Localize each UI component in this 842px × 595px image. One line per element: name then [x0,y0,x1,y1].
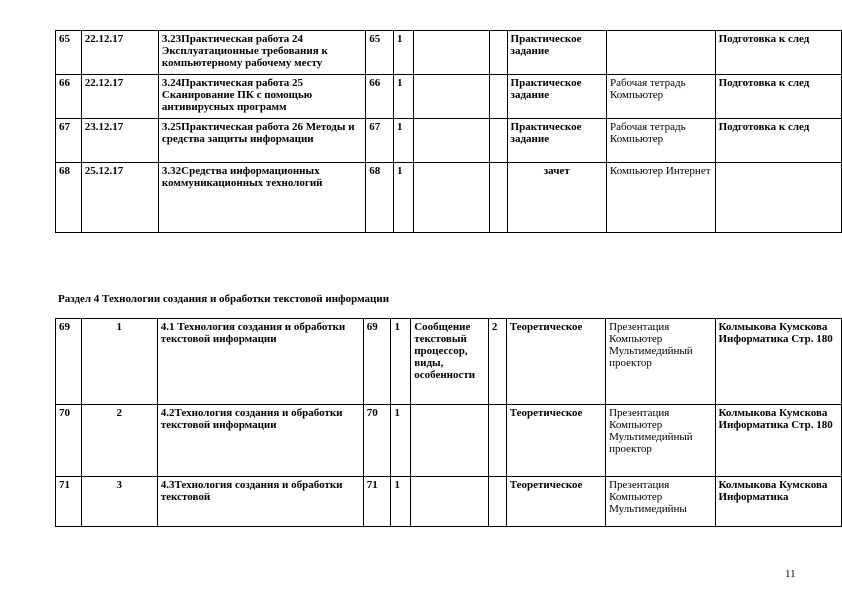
schedule-table-1: 6522.12.173.23Практическая работа 24 Экс… [55,30,842,233]
hours-cell: 1 [391,477,411,527]
row-number: 65 [56,31,82,75]
date-cell: 25.12.17 [81,163,158,233]
note2-cell [489,119,507,163]
table-row: 6914.1 Технология создания и обработки т… [56,319,842,405]
hours-cell: 1 [393,31,413,75]
resources-cell: Презентация Компьютер Мультимедийный про… [606,319,715,405]
note-cell [413,75,489,119]
schedule-table-2: 6914.1 Технология создания и обработки т… [55,318,842,527]
row-number: 67 [56,119,82,163]
date-cell: 2 [81,405,157,477]
row-number-2: 67 [366,119,394,163]
note2-cell [488,477,506,527]
row-number-2: 65 [366,31,394,75]
table-row: 7024.2Технология создания и обработки те… [56,405,842,477]
section-4-title: Раздел 4 Технологии создания и обработки… [58,293,389,305]
lesson-type-cell: Практическое задание [507,119,606,163]
preparation-cell: Подготовка к след [715,75,841,119]
topic-cell: 3.23Практическая работа 24 Эксплуатацион… [158,31,365,75]
lesson-type-cell: Практическое задание [507,75,606,119]
preparation-cell: Колмыкова Кумскова Информатика Стр. 180 [715,405,842,477]
topic-cell: 3.32Средства информационных коммуникацио… [158,163,365,233]
date-cell: 23.12.17 [81,119,158,163]
row-number: 70 [56,405,82,477]
row-number-2: 71 [363,477,391,527]
hours-cell: 1 [393,75,413,119]
hours-cell: 1 [393,119,413,163]
lesson-type-cell: Теоретическое [506,319,605,405]
resources-cell: Рабочая тетрадь Компьютер [606,75,715,119]
lesson-type-cell: Практическое задание [507,31,606,75]
resources-cell: Презентация Компьютер Мультимедийный про… [606,405,715,477]
table-row: 6723.12.173.25Практическая работа 26 Мет… [56,119,842,163]
preparation-cell: Колмыкова Кумскова Информатика Стр. 180 [715,319,842,405]
date-cell: 3 [81,477,157,527]
hours-cell: 1 [391,319,411,405]
row-number: 71 [56,477,82,527]
table-row: 7134.3Технология создания и обработки те… [56,477,842,527]
topic-cell: 4.1 Технология создания и обработки текс… [157,319,363,405]
note2-cell [489,31,507,75]
resources-cell: Презентация Компьютер Мультимедийны [606,477,715,527]
table-row: 6622.12.173.24Практическая работа 25 Ска… [56,75,842,119]
row-number-2: 66 [366,75,394,119]
resources-cell [606,31,715,75]
note2-cell [489,163,507,233]
row-number-2: 70 [363,405,391,477]
page-number: 11 [785,568,796,580]
row-number-2: 68 [366,163,394,233]
topic-cell: 3.24Практическая работа 25 Сканирование … [158,75,365,119]
lesson-type-cell: Теоретическое [506,405,605,477]
preparation-cell [715,163,841,233]
topic-cell: 4.3Технология создания и обработки текст… [157,477,363,527]
document-page: { "table1": { "left": 55, "top": 30, "ro… [0,0,842,595]
note2-cell [489,75,507,119]
date-cell: 22.12.17 [81,31,158,75]
date-cell: 1 [81,319,157,405]
note-cell [413,119,489,163]
table-row: 6825.12.173.32Средства информационных ко… [56,163,842,233]
topic-cell: 4.2Технология создания и обработки текст… [157,405,363,477]
note-cell [413,31,489,75]
lesson-type-cell: зачет [507,163,606,233]
note-cell [413,163,489,233]
row-number: 66 [56,75,82,119]
note-cell [411,477,489,527]
hours-cell: 1 [393,163,413,233]
resources-cell: Рабочая тетрадь Компьютер [606,119,715,163]
note-cell: Сообщение текстовый процессор, виды, осо… [411,319,489,405]
lesson-type-cell: Теоретическое [506,477,605,527]
row-number: 69 [56,319,82,405]
topic-cell: 3.25Практическая работа 26 Методы и сред… [158,119,365,163]
note2-cell [488,405,506,477]
row-number: 68 [56,163,82,233]
preparation-cell: Подготовка к след [715,31,841,75]
preparation-cell: Колмыкова Кумскова Информатика [715,477,842,527]
note-cell [411,405,489,477]
note2-cell: 2 [488,319,506,405]
table-row: 6522.12.173.23Практическая работа 24 Экс… [56,31,842,75]
hours-cell: 1 [391,405,411,477]
date-cell: 22.12.17 [81,75,158,119]
preparation-cell: Подготовка к след [715,119,841,163]
resources-cell: Компьютер Интернет [606,163,715,233]
row-number-2: 69 [363,319,391,405]
